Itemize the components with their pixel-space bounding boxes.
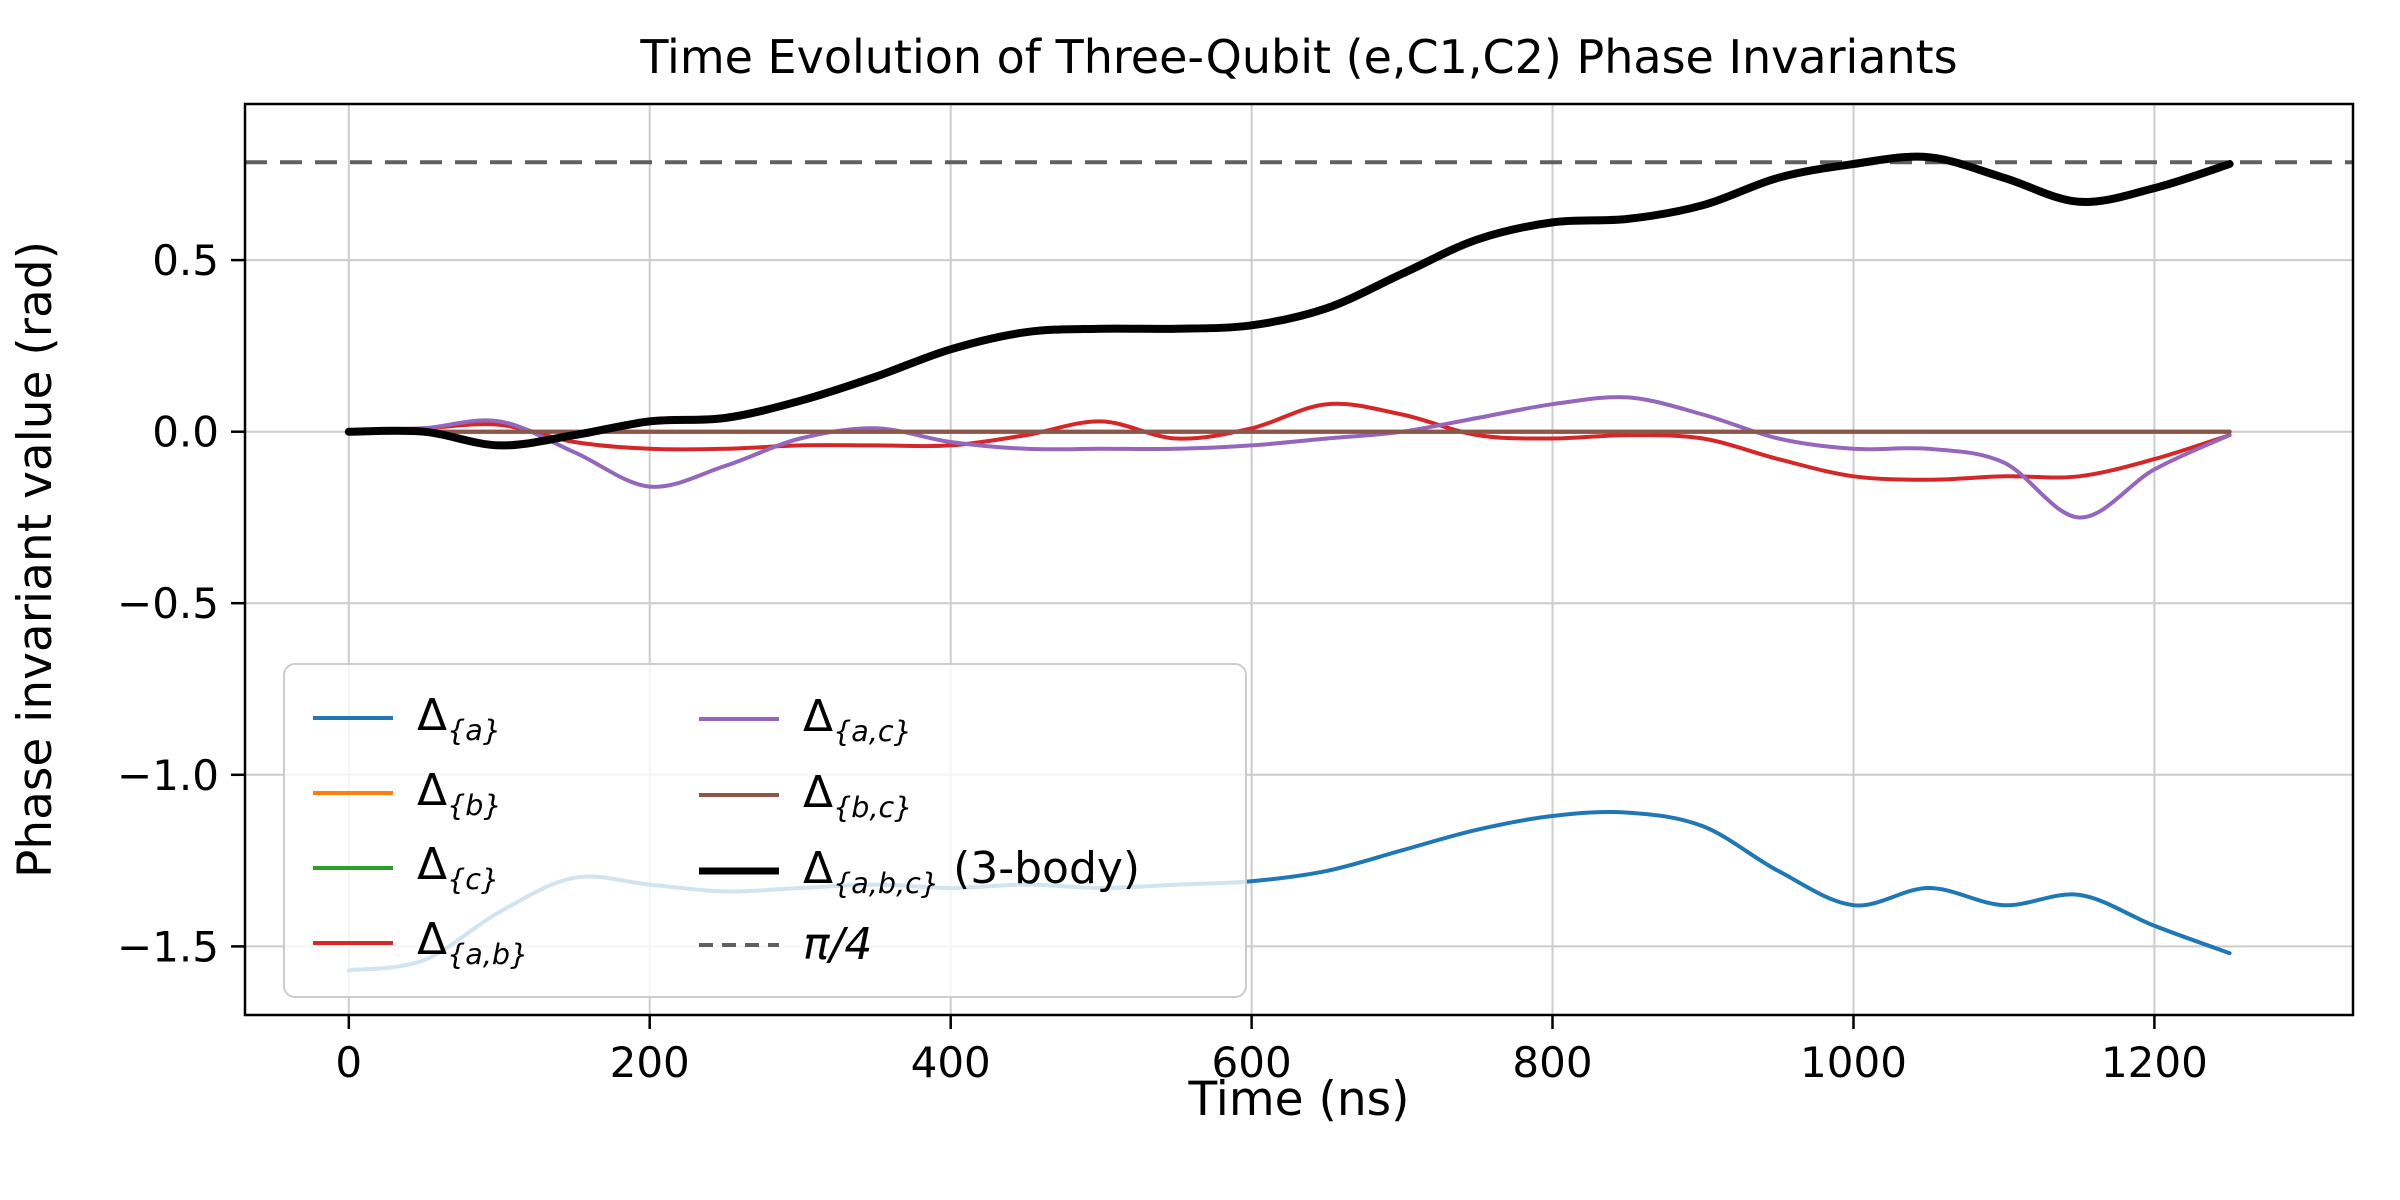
legend-item-pi_over_4: π/4 — [695, 919, 1221, 970]
x-tick-label: 400 — [911, 1038, 991, 1087]
legend-label-pi_over_4: π/4 — [803, 919, 873, 971]
legend-label-sub: {a,c} — [833, 713, 912, 748]
legend-label-main: Δ — [417, 689, 448, 741]
y-tick-label: −0.5 — [117, 579, 219, 628]
y-tick-label: −1.0 — [117, 751, 219, 800]
legend-item-delta_ab: Δ{a,b} — [309, 914, 669, 971]
legend-item-delta_bc: Δ{b,c} — [695, 767, 1221, 824]
legend-item-delta_b: Δ{b} — [309, 765, 669, 822]
chart-title: Time Evolution of Three-Qubit (e,C1,C2) … — [640, 30, 1958, 84]
x-tick-label: 600 — [1212, 1038, 1292, 1087]
legend-swatch-delta_c — [313, 865, 393, 870]
legend-item-delta_c: Δ{c} — [309, 839, 669, 896]
legend-label-delta_bc: Δ{b,c} — [803, 767, 912, 824]
x-tick-label: 800 — [1512, 1038, 1592, 1087]
legend-item-delta_a: Δ{a} — [309, 690, 669, 747]
x-tick-label: 1200 — [2101, 1038, 2208, 1087]
legend-swatch-delta_abc — [699, 867, 779, 875]
legend: Δ{a} Δ{b} Δ{c} Δ{a,b} Δ{a,c} Δ{b,c} Δ{a,b,c} (… — [283, 663, 1247, 998]
series-line-delta_abc — [344, 152, 2234, 450]
legend-item-delta_ac: Δ{a,c} — [695, 691, 1221, 748]
legend-label-delta_abc: Δ{a,b,c} (3-body) — [803, 843, 1140, 900]
series-line-delta_ab — [346, 401, 2232, 482]
legend-label-sub: {a} — [447, 712, 502, 747]
series-line-delta_ac — [346, 395, 2232, 520]
legend-label-sub: {c} — [447, 862, 500, 897]
y-tick-label: 0.0 — [152, 408, 219, 457]
legend-column-2: Δ{a,c} Δ{b,c} Δ{a,b,c} (3-body) π/4 — [695, 681, 1221, 980]
plot-border — [243, 102, 2355, 1017]
x-tick-label: 200 — [610, 1038, 690, 1087]
legend-label-delta_ab: Δ{a,b} — [417, 914, 528, 971]
legend-label-main: Δ — [417, 914, 448, 966]
x-tick-label: 1000 — [1800, 1038, 1907, 1087]
legend-swatch-delta_b — [313, 791, 393, 796]
legend-swatch-delta_ac — [699, 717, 779, 722]
legend-label-main: Δ — [417, 839, 448, 891]
legend-swatch-delta_a — [313, 716, 393, 721]
legend-label-sub: {a,b,c} — [833, 865, 940, 900]
legend-item-delta_abc: Δ{a,b,c} (3-body) — [695, 843, 1221, 900]
legend-swatch-delta_ab — [313, 940, 393, 945]
axis-ticks — [231, 258, 2156, 1029]
x-tick-label: 0 — [335, 1038, 362, 1087]
legend-label-delta_c: Δ{c} — [417, 839, 499, 896]
tick-labels: 0 200 400 600 800 1000 1200 0.5 0.0 −0.5 −1.0 −1.5 — [117, 236, 2208, 1087]
y-tick-label: −1.5 — [117, 922, 219, 971]
legend-label-delta_a: Δ{a} — [417, 690, 501, 747]
legend-column-1: Δ{a} Δ{b} Δ{c} Δ{a,b} — [309, 681, 669, 980]
legend-label-main: Δ — [417, 764, 448, 816]
legend-label-suffix: (3-body) — [939, 843, 1141, 895]
legend-swatch-delta_bc — [699, 793, 779, 798]
legend-label-sub: {b} — [447, 787, 502, 822]
legend-label-main: Δ — [803, 843, 834, 895]
y-axis-label: Phase invariant value (rad) — [8, 240, 63, 879]
legend-label-sub: {a,b} — [447, 937, 529, 972]
legend-label-sub: {b,c} — [833, 789, 913, 824]
legend-label-main: Δ — [803, 690, 834, 742]
legend-label-delta_ac: Δ{a,c} — [803, 691, 912, 748]
legend-label-main: Δ — [803, 766, 834, 818]
legend-swatch-pi_over_4 — [699, 942, 779, 947]
legend-label-delta_b: Δ{b} — [417, 765, 502, 822]
y-tick-label: 0.5 — [152, 236, 219, 285]
x-axis-label: Time (ns) — [1188, 1072, 1410, 1127]
